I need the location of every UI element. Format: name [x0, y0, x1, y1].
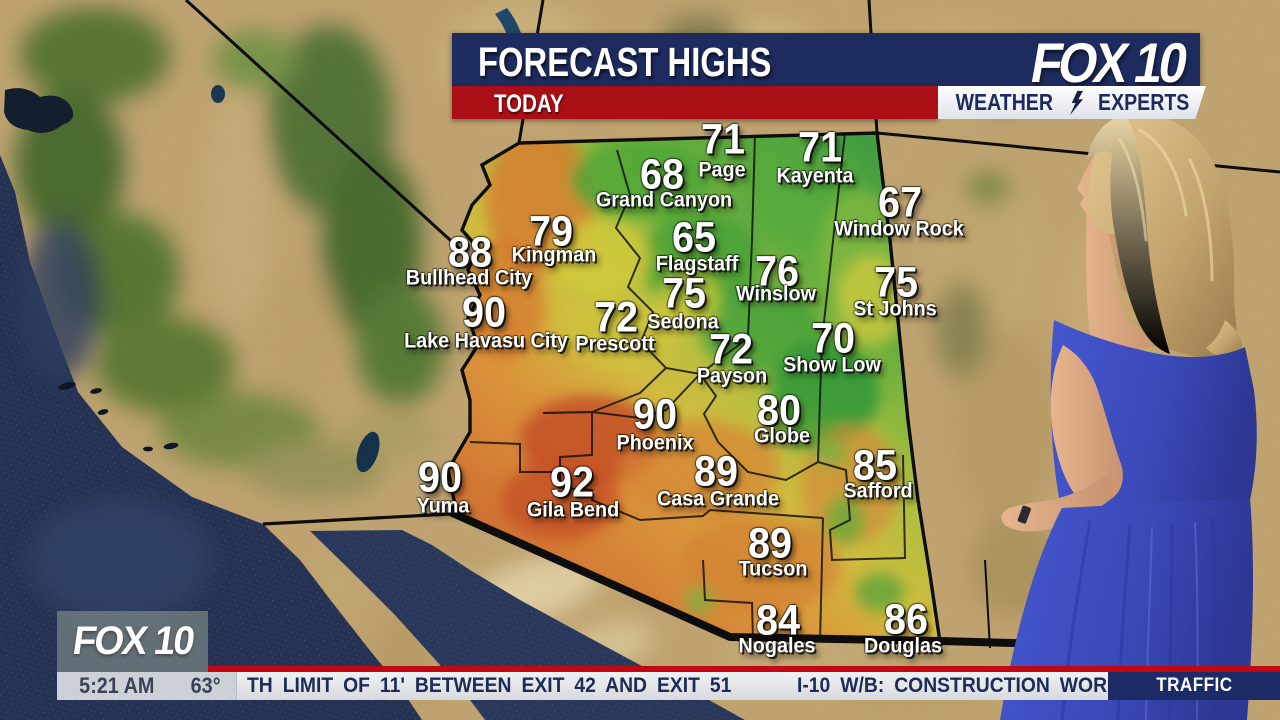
city-name-winslow: Winslow	[735, 281, 817, 306]
city-temp-winslow: 76	[754, 247, 800, 296]
city-name-yuma: Yuma	[416, 493, 470, 518]
city-name-window-rock: Window Rock	[834, 216, 964, 241]
traffic-category-tab: TRAFFIC	[1108, 672, 1280, 700]
city-name-nogales: Nogales	[738, 633, 816, 658]
city-temp-grand-canyon: 68	[639, 150, 685, 199]
presenter-figure	[1000, 113, 1257, 720]
traffic-label: TRAFFIC	[1155, 675, 1233, 696]
ticker-accent-line	[208, 666, 1280, 672]
city-temp-show-low: 70	[810, 314, 856, 363]
presenter-face	[1077, 152, 1160, 352]
page-title: FORECAST HIGHS	[478, 39, 772, 85]
city-name-safford: Safford	[843, 478, 913, 503]
city-temp-payson: 72	[708, 325, 754, 374]
fox10-bug-logo: FOX 10	[69, 619, 196, 663]
city-name-sedona: Sedona	[647, 309, 719, 334]
lightning-bolt-icon	[1069, 90, 1084, 115]
header-banner: FORECAST HIGHS FOX 10 TODAY WEATHER EXPE…	[452, 31, 1206, 119]
city-name-prescott: Prescott	[575, 331, 655, 356]
city-temp-kayenta: 71	[797, 123, 843, 172]
current-time: 5:21 AM	[79, 673, 155, 698]
city-temp-sedona: 75	[661, 269, 707, 318]
ticker-message: TH LIMIT OF 11' BETWEEN EXIT 42 AND EXIT…	[237, 674, 1108, 699]
city-temp-tucson: 89	[747, 519, 793, 568]
city-temp-gila-bend: 92	[549, 458, 595, 507]
city-name-casa-grande: Casa Grande	[656, 486, 780, 511]
city-name-bullhead-city: Bullhead City	[405, 265, 533, 290]
city-temp-phoenix: 90	[632, 390, 678, 439]
city-name-phoenix: Phoenix	[616, 430, 694, 455]
city-temp-page: 71	[700, 115, 746, 164]
city-name-gila-bend: Gila Bend	[526, 497, 620, 522]
current-temperature: 63°	[190, 673, 221, 698]
subtitle-bar: TODAY	[452, 86, 938, 119]
city-temp-safford: 85	[852, 441, 898, 490]
presenter-hair-front	[1087, 114, 1170, 354]
city-temp-flagstaff: 65	[671, 213, 717, 262]
presenter-forearm-hand	[1001, 468, 1113, 532]
city-temp-nogales: 84	[755, 596, 801, 645]
city-temp-globe: 80	[756, 386, 802, 435]
weather-experts-badge: WEATHER EXPERTS	[938, 86, 1206, 119]
fox10-logo: FOX 10	[1026, 31, 1190, 94]
city-name-kingman: Kingman	[511, 242, 597, 267]
city-name-flagstaff: Flagstaff	[655, 251, 739, 276]
presenter-clicker	[1017, 505, 1031, 524]
city-temp-prescott: 72	[593, 293, 639, 342]
city-name-kayenta: Kayenta	[776, 163, 854, 188]
city-temp-st-johns: 75	[873, 258, 919, 307]
city-name-tucson: Tucson	[738, 556, 808, 581]
city-temp-douglas: 86	[883, 595, 929, 644]
fox10-corner-bug: FOX 10	[57, 611, 208, 672]
city-temp-casa-grande: 89	[693, 447, 739, 496]
city-temp-lake-havasu-city: 90	[461, 288, 507, 337]
ticker-text-after: I-10 W/B: CONSTRUCTION WOR	[797, 674, 1108, 697]
badge-weather-label: WEATHER	[955, 89, 1053, 115]
title-bar: FORECAST HIGHS FOX 10	[452, 31, 1200, 94]
time-temperature-box: 5:21 AM 63°	[57, 672, 237, 700]
city-temp-yuma: 90	[417, 453, 463, 502]
presenter-arm	[1050, 345, 1123, 505]
ticker-bar: 5:21 AM 63° TH LIMIT OF 11' BETWEEN EXIT…	[57, 672, 1108, 700]
city-name-lake-havasu-city: Lake Havasu City	[404, 328, 568, 353]
city-name-st-johns: St Johns	[853, 296, 937, 321]
subtitle-today: TODAY	[494, 90, 564, 118]
presenter-hair-curl	[1206, 320, 1243, 358]
city-name-grand-canyon: Grand Canyon	[595, 187, 733, 212]
presenter-dress-skirt	[1000, 498, 1254, 720]
city-name-payson: Payson	[696, 363, 768, 388]
ticker-text-before: TH LIMIT OF 11' BETWEEN EXIT 42 AND EXIT…	[246, 674, 732, 697]
city-name-show-low: Show Low	[783, 352, 881, 377]
city-temp-bullhead-city: 88	[447, 228, 493, 277]
city-name-page: Page	[698, 157, 746, 182]
city-name-globe: Globe	[753, 423, 811, 448]
city-name-douglas: Douglas	[863, 633, 943, 658]
city-temp-kingman: 79	[528, 207, 574, 256]
hair-highlights	[1118, 128, 1214, 282]
badge-experts-label: EXPERTS	[1098, 89, 1190, 115]
city-temp-window-rock: 67	[877, 178, 923, 227]
